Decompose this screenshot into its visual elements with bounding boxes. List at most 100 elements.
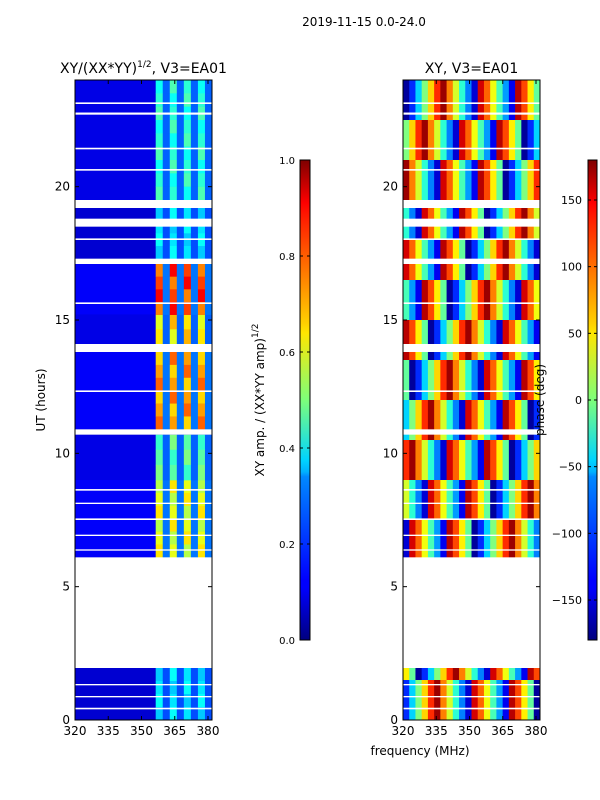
x-tick-label: 320	[64, 724, 87, 738]
amp-cell	[176, 390, 185, 404]
colorbar-tick-label: 0.2	[279, 540, 295, 551]
data-gap	[75, 147, 212, 150]
phase-cell	[496, 520, 504, 561]
amp-cell	[204, 93, 212, 107]
phase-cell	[496, 400, 504, 441]
amp-cell	[183, 352, 192, 366]
amp-cell	[204, 531, 212, 545]
phase-cell	[415, 280, 423, 321]
phase-cell	[477, 680, 485, 720]
amplitude-colorbar-label: XY amp. / (XX*YY amp)1/2	[251, 324, 267, 477]
phase-cell	[446, 400, 454, 441]
amp-cell	[162, 329, 171, 345]
phase-cell	[502, 480, 510, 521]
amp-cell	[197, 531, 206, 545]
amp-band-low-7	[75, 80, 156, 200]
phase-cell	[508, 280, 516, 321]
phase-cell	[427, 280, 435, 321]
phase-heatmap	[403, 80, 540, 720]
phase-cell	[477, 400, 485, 441]
amp-cell	[162, 480, 171, 494]
amp-cell	[183, 289, 192, 303]
phase-cell	[471, 360, 479, 401]
colorbar-tick-label: −50	[559, 461, 582, 474]
data-gap	[403, 489, 540, 491]
amp-cell	[190, 364, 199, 379]
amp-cell	[169, 403, 178, 417]
amp-band-low-5	[75, 264, 156, 315]
data-gap	[403, 557, 540, 668]
amp-cell	[204, 518, 212, 532]
phase-cell	[409, 440, 416, 481]
amp-cell	[162, 531, 171, 545]
amp-cell	[204, 416, 212, 430]
phase-cell	[483, 320, 491, 361]
amp-cell	[190, 464, 199, 481]
amp-cell	[204, 707, 212, 720]
phase-cell	[415, 480, 423, 521]
phase-cell	[521, 360, 528, 401]
phase-cell	[421, 680, 429, 720]
y-tick-label: 10	[383, 446, 398, 460]
phase-cell	[440, 280, 447, 321]
phase-cell	[459, 360, 466, 401]
amp-cell	[204, 302, 212, 315]
phase-cell	[483, 440, 491, 481]
phase-cell	[465, 480, 472, 521]
phase-cell	[508, 160, 516, 201]
amp-cell	[183, 276, 192, 290]
amp-cell	[176, 352, 185, 366]
amp-cell	[190, 208, 199, 221]
amp-cell	[162, 390, 171, 404]
amp-cell	[204, 544, 212, 558]
amp-cell	[183, 681, 192, 695]
amp-cell	[162, 464, 171, 481]
amp-cell	[176, 364, 185, 379]
amp-cell	[155, 434, 164, 451]
phase-cell	[533, 400, 540, 441]
phase-cell	[527, 520, 535, 561]
phase-cell	[440, 360, 447, 401]
amp-cell	[183, 146, 192, 161]
phase-cell	[434, 120, 441, 161]
amp-cell	[197, 246, 206, 259]
amp-cell	[183, 531, 192, 545]
phase-cell	[440, 480, 447, 521]
amp-cell	[190, 146, 199, 161]
phase-cell	[471, 120, 479, 161]
amp-cell	[190, 449, 199, 466]
phase-cell	[477, 120, 485, 161]
data-gap	[75, 102, 212, 104]
data-gap	[403, 684, 540, 686]
amp-cell	[176, 314, 185, 330]
amp-cell	[183, 449, 192, 466]
phase-axes-frame	[402, 79, 541, 721]
phase-cell	[521, 320, 528, 361]
data-gap	[403, 112, 540, 115]
amp-cell	[169, 434, 178, 451]
phase-colorbar-label: phase (deg)	[533, 364, 547, 436]
phase-cell	[527, 80, 535, 121]
amp-cell	[190, 246, 199, 259]
amp-cell	[162, 449, 171, 466]
amp-cell	[176, 480, 185, 494]
phase-cell	[434, 320, 441, 361]
amp-cell	[204, 377, 212, 391]
amp-cell	[190, 352, 199, 366]
phase-cell	[483, 520, 491, 561]
phase-cell	[465, 400, 472, 441]
amp-cell	[169, 364, 178, 379]
phase-cell	[521, 120, 528, 161]
phase-cell	[452, 520, 460, 561]
figure-suptitle: 2019-11-15 0.0-24.0	[302, 15, 426, 29]
amp-cell	[169, 93, 178, 107]
amp-cell	[162, 302, 171, 315]
phase-cell	[415, 680, 423, 720]
colorbar-tick-label: 50	[568, 327, 582, 340]
data-gap	[403, 518, 540, 520]
amplitude-colorbar-ticks: 0.0 0.2 0.4 0.6 0.8 1.0	[279, 156, 310, 647]
phase-cell	[440, 680, 447, 720]
amp-cell	[176, 186, 185, 201]
amp-cell	[190, 186, 199, 201]
amp-cell	[162, 186, 171, 201]
